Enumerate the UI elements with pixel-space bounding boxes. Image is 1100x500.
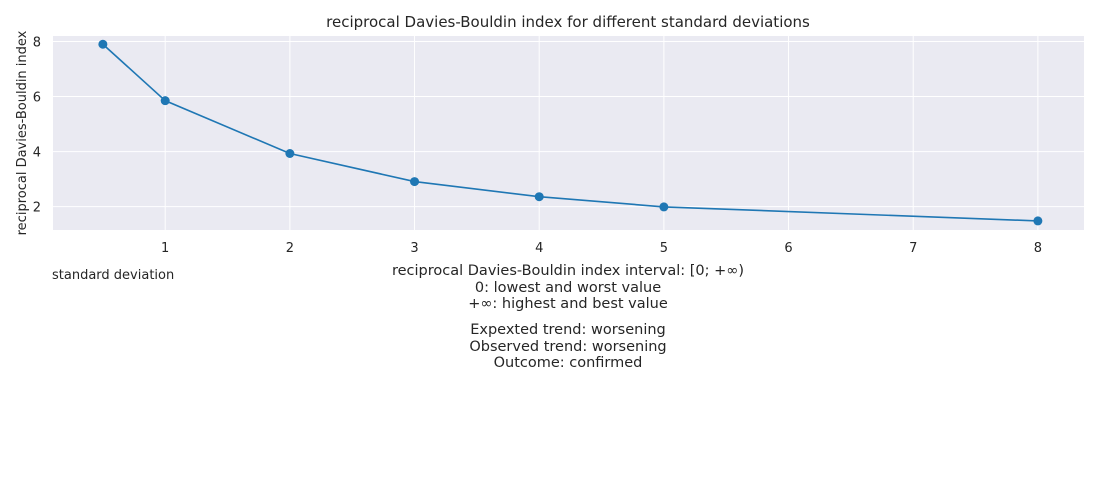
trend-notes: Expexted trend: worsening Observed trend… <box>268 322 868 372</box>
grid-lines <box>53 36 1084 230</box>
x-tick-label: 3 <box>410 241 418 256</box>
interval-note-line: +∞: highest and best value <box>468 296 668 312</box>
x-tick-label: 6 <box>784 241 792 256</box>
series-layer <box>98 39 1043 226</box>
trend-note-line: Expexted trend: worsening <box>470 322 666 338</box>
interval-note-line: reciprocal Davies-Bouldin index interval… <box>391 263 744 279</box>
y-tick-label: 2 <box>33 201 41 216</box>
data-point <box>1033 216 1043 226</box>
y-tick-labels: 2 4 6 8 <box>33 36 41 216</box>
x-tick-label: 8 <box>1034 241 1042 256</box>
interval-note-line: 0: lowest and worst value <box>474 279 662 296</box>
data-point <box>98 39 108 49</box>
x-axis-label: standard deviation <box>52 268 174 283</box>
trend-note-line: Outcome: confirmed <box>493 355 643 371</box>
trend-note-line: Observed trend: worsening <box>469 338 667 355</box>
y-tick-label: 6 <box>33 91 41 106</box>
x-tick-labels: 1 2 3 4 5 6 7 8 <box>161 241 1042 256</box>
interval-notes: reciprocal Davies-Bouldin index interval… <box>268 263 868 313</box>
x-tick-label: 5 <box>660 241 668 256</box>
y-axis-label: reciprocal Davies-Bouldin index <box>15 30 30 235</box>
y-tick-label: 4 <box>33 146 41 161</box>
data-point <box>285 149 295 159</box>
x-tick-label: 2 <box>286 241 294 256</box>
chart-title: reciprocal Davies-Bouldin index for diff… <box>326 13 810 31</box>
x-tick-label: 4 <box>535 241 543 256</box>
x-tick-label: 1 <box>161 241 169 256</box>
x-tick-label: 7 <box>909 241 917 256</box>
y-tick-label: 8 <box>33 36 41 51</box>
data-point <box>160 96 170 106</box>
data-point <box>659 202 669 212</box>
plot-area <box>53 36 1084 230</box>
data-point <box>410 177 420 187</box>
data-point <box>534 192 544 202</box>
